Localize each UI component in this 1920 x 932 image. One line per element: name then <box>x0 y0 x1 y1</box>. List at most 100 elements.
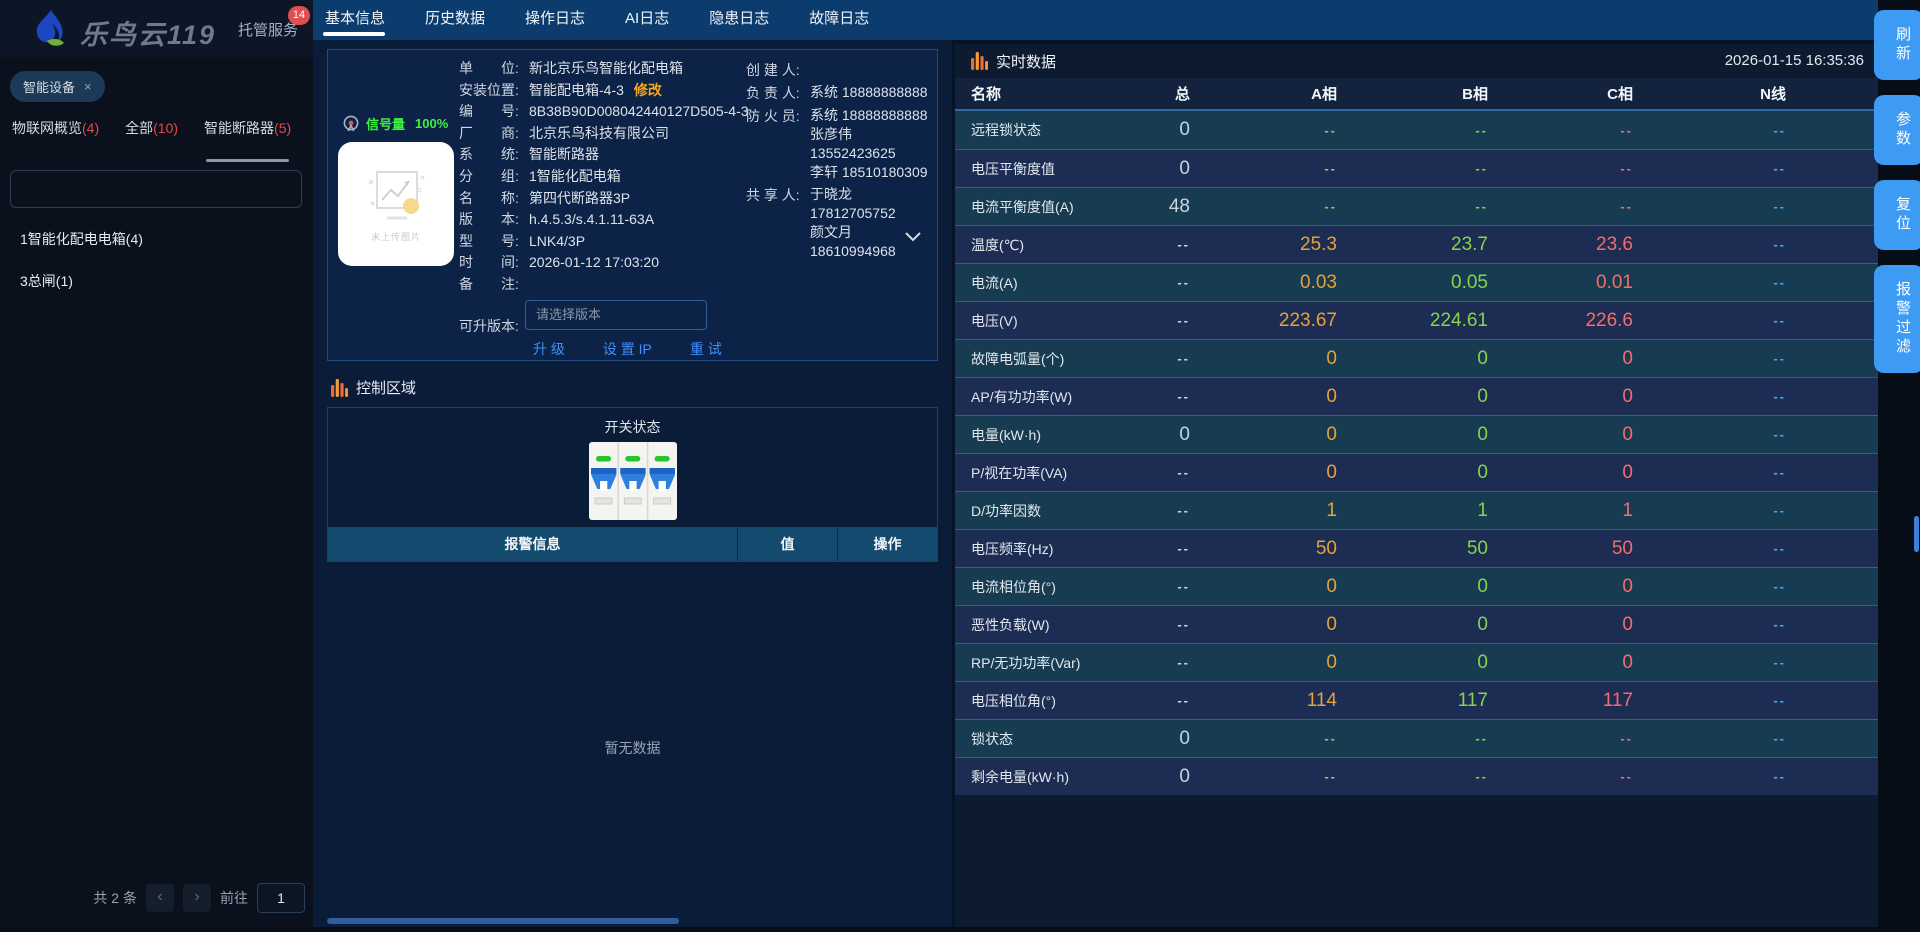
no-image-text: 未上传图片 <box>370 231 421 242</box>
rt-cell: 0 <box>1622 613 1633 635</box>
contacts-column: 创 建 人: 负 责 人: 系统 18888888888 防 火 员: 系统 18888… <box>746 60 937 264</box>
page-number-input[interactable] <box>257 883 305 913</box>
rt-cell: 23.6 <box>1596 233 1633 255</box>
side-button[interactable]: 刷新 <box>1874 10 1920 80</box>
next-page-button[interactable]: › <box>183 884 211 912</box>
nav-item-hosted-service[interactable]: 托管服务 <box>238 22 299 39</box>
detail-tab[interactable]: 基本信息 <box>323 0 387 40</box>
rt-cell: 电压平衡度值 <box>971 160 1055 177</box>
rt-cell: 0 <box>1622 385 1633 407</box>
contact-label: 防 火 员: <box>746 108 800 124</box>
device-list-item[interactable]: 1智能化配电电箱(4) <box>20 231 143 247</box>
contact-line: 18610994968 <box>810 243 896 259</box>
sidebar-filter-tab[interactable]: 全部(10) <box>125 118 178 168</box>
sidebar-filter-tab[interactable]: 物联网概览(4) <box>12 118 99 168</box>
chevron-down-icon[interactable] <box>905 232 921 242</box>
rt-cell: 故障电弧量(个) <box>971 350 1065 367</box>
device-filter-tabs: 物联网概览(4) 全部(10) 智能断路器(5) <box>0 118 313 168</box>
rt-cell: 0 <box>1326 385 1337 407</box>
rt-cell: -- <box>1475 161 1488 176</box>
table-row: 远程锁状态 0 -- -- -- -- <box>955 111 1878 149</box>
rt-cell: -- <box>1773 427 1786 442</box>
filter-tab-label: 全部 <box>125 120 154 136</box>
side-button[interactable]: 参数 <box>1874 95 1920 165</box>
rt-cell: 23.7 <box>1451 233 1488 255</box>
rt-cell: 50 <box>1315 537 1337 559</box>
device-detail-panel: 基本信息 历史数据 操作日志 AI日志 隐患日志 故障日志 信号量 100% <box>313 0 1878 927</box>
rt-cell: -- <box>1620 122 1633 138</box>
rt-cell: -- <box>1773 351 1786 366</box>
side-button[interactable]: 复位 <box>1874 180 1920 250</box>
open-page-chip[interactable]: 智能设备 × <box>10 71 105 102</box>
field-label: 分 组: <box>459 167 519 184</box>
rt-cell: 电量(kW·h) <box>971 426 1041 443</box>
rt-cell: -- <box>1177 389 1190 404</box>
rt-cell: -- <box>1475 199 1488 214</box>
rt-cell: -- <box>1177 351 1190 366</box>
detail-tab[interactable]: 历史数据 <box>425 10 486 27</box>
table-row: D/功率因数 -- 1 1 1 -- <box>955 491 1878 529</box>
rt-cell: 0 <box>1477 385 1488 407</box>
rt-cell: -- <box>1177 579 1190 594</box>
rt-cell: -- <box>1177 655 1190 670</box>
rt-cell: 温度(℃) <box>971 236 1025 253</box>
detail-tab[interactable]: 隐患日志 <box>709 10 770 27</box>
rt-cell: 0 <box>1622 651 1633 673</box>
signal-row: 信号量 100% <box>342 114 448 133</box>
prev-page-button[interactable]: ‹ <box>146 884 174 912</box>
rt-cell: -- <box>1620 769 1633 784</box>
rt-cell: RP/无功功率(Var) <box>971 654 1081 671</box>
table-row: 电压频率(Hz) -- 50 50 50 -- <box>955 529 1878 567</box>
rt-cell: 电压相位角(°) <box>971 692 1056 709</box>
rt-cell: -- <box>1475 122 1488 138</box>
side-button[interactable]: 报警过滤 <box>1874 265 1920 373</box>
field-value: 智能断路器 <box>529 146 599 163</box>
rt-cell: 1 <box>1326 499 1337 521</box>
control-card: 开关状态 <box>327 407 938 528</box>
table-row: AP/有功功率(W) -- 0 0 0 -- <box>955 377 1878 415</box>
detail-tab[interactable]: 操作日志 <box>525 10 586 27</box>
rt-cell: -- <box>1773 275 1786 290</box>
filter-tab-count: (5) <box>274 120 292 136</box>
rt-cell: -- <box>1324 199 1337 214</box>
rt-cell: 远程锁状态 <box>971 122 1041 138</box>
info-field-row: 名 称: 第四代断路器3P <box>459 188 749 210</box>
rt-cell: -- <box>1773 465 1786 480</box>
rt-cell: -- <box>1773 579 1786 594</box>
breaker-switch-image[interactable] <box>588 442 677 520</box>
device-list: 1智能化配电电箱(4) 3总闸(1) <box>0 218 313 302</box>
realtime-title-bar: 实时数据 2026-01-15 16:35:36 <box>955 44 1878 78</box>
rt-cell: 50 <box>1466 537 1488 559</box>
rt-cell: -- <box>1620 161 1633 176</box>
detail-tab[interactable]: AI日志 <box>625 10 670 27</box>
sidebar-filter-tab[interactable]: 智能断路器(5) <box>204 118 291 168</box>
upgrade-action-button[interactable]: 设 置 IP <box>602 341 652 357</box>
vertical-scrollbar[interactable] <box>1914 516 1919 552</box>
rt-cell: -- <box>1773 731 1786 746</box>
modify-link[interactable]: 修改 <box>633 81 662 98</box>
contact-lines: 于晓龙 17812705752 颜文月 18610994968 <box>810 185 896 261</box>
rt-cell: -- <box>1475 731 1488 746</box>
rt-cell: 50 <box>1611 537 1633 559</box>
rt-cell: 0 <box>1477 651 1488 673</box>
contact-group: 负 责 人: 系统 18888888888 <box>746 83 937 103</box>
search-input[interactable] <box>10 170 302 208</box>
device-list-item[interactable]: 3总闸(1) <box>20 273 73 289</box>
close-icon[interactable]: × <box>84 79 92 94</box>
horizontal-scrollbar[interactable] <box>327 918 679 924</box>
upgrade-action-button[interactable]: 升 级 <box>533 341 565 357</box>
detail-tab[interactable]: 故障日志 <box>809 10 870 27</box>
rt-cell: 电流相位角(°) <box>971 578 1056 595</box>
signal-label: 信号量 <box>366 117 406 132</box>
rt-cell: 0 <box>1179 727 1190 749</box>
rt-cell: 0 <box>1477 461 1488 483</box>
rt-cell: -- <box>1773 769 1786 784</box>
rt-cell: -- <box>1773 693 1786 708</box>
upgrade-action-button[interactable]: 重 试 <box>689 341 722 357</box>
field-value: LNK4/3P <box>529 232 586 249</box>
field-label: 名 称: <box>459 189 519 206</box>
rt-cell: -- <box>1773 199 1786 214</box>
no-image-illustration <box>368 170 425 219</box>
version-select[interactable]: 请选择版本 <box>525 300 707 330</box>
rt-cell: 0 <box>1622 461 1633 483</box>
